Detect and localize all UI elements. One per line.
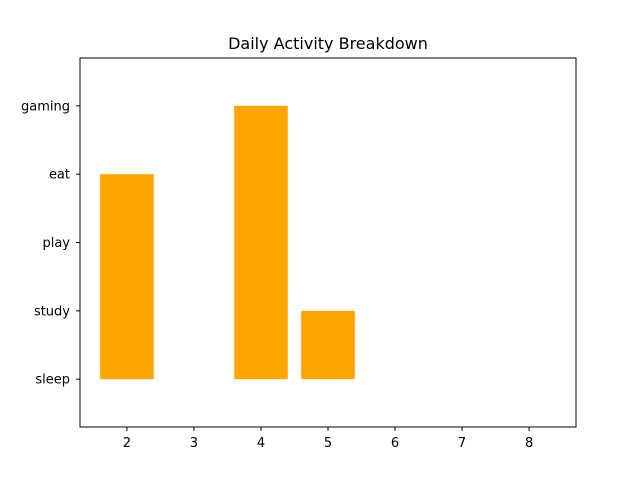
y-tick-label-eat: eat [49,168,70,183]
y-axis: sleep study play eat gaming [21,99,80,388]
bar-x-5 [301,310,355,380]
x-tick-label: 3 [190,436,198,451]
y-tick-label-gaming: gaming [21,99,70,114]
x-tick-label: 7 [458,436,466,451]
y-tick-label-study: study [34,304,70,319]
y-tick-label-play: play [42,236,70,251]
bar-x-2 [100,174,154,380]
y-tick-label-sleep: sleep [35,373,70,388]
bar-x-4 [234,105,288,380]
x-tick-label: 5 [324,436,332,451]
x-tick-label: 6 [391,436,399,451]
bars-layer [100,105,355,380]
x-axis: 2 3 4 5 6 7 8 [123,427,533,451]
x-tick-label: 4 [257,436,265,451]
x-tick-label: 2 [123,436,131,451]
chart-title: Daily Activity Breakdown [228,34,428,53]
x-tick-label: 8 [525,436,533,451]
